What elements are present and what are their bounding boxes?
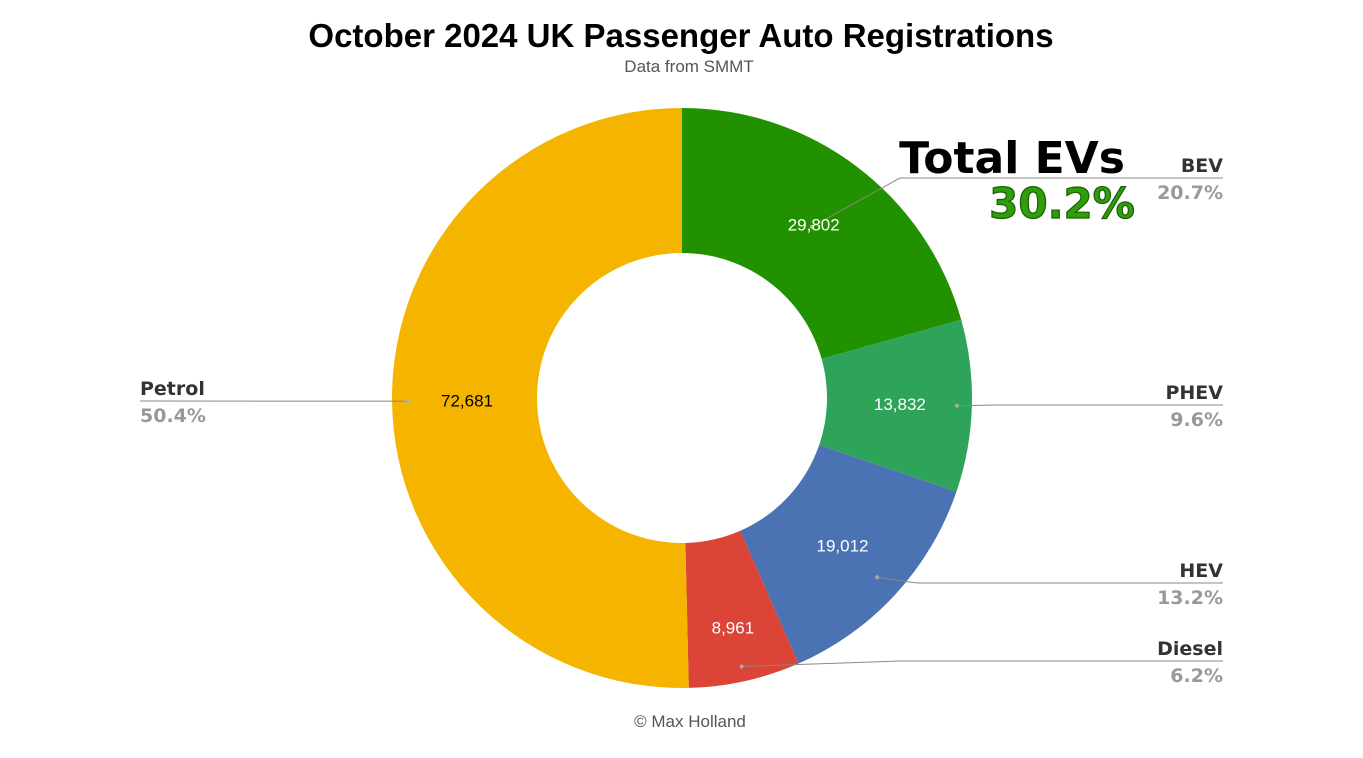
value-label-phev: 13,832 — [874, 395, 926, 414]
leader-dot-petrol — [405, 399, 409, 404]
slice-diesel — [685, 530, 799, 688]
chart-footer: © Max Holland — [634, 712, 746, 731]
donut-slices — [391, 108, 973, 688]
chart-subtitle: Data from SMMT — [624, 57, 753, 76]
total-evs-title: Total EVs — [899, 133, 1125, 184]
leader-line-bev — [811, 177, 1223, 228]
chart-title: October 2024 UK Passenger Auto Registrat… — [308, 17, 1053, 54]
leader-dot-phev — [954, 403, 959, 408]
leader-lines — [139, 177, 1223, 669]
value-label-petrol: 72,681 — [441, 392, 493, 411]
slice-petrol — [391, 108, 689, 688]
percent-label-hev: 13.2% — [1157, 587, 1223, 609]
leader-line-diesel — [741, 660, 1223, 667]
value-labels: 29,802 13,832 19,012 8,961 72,681 — [441, 215, 926, 637]
leader-line-hev — [877, 576, 1223, 584]
total-evs-value: 30.2% — [989, 179, 1135, 228]
slice-hev — [740, 444, 957, 664]
category-labels: BEV 20.7% PHEV 9.6% HEV 13.2% Diesel 6.2% Petrol… — [140, 155, 1223, 687]
category-label-phev: PHEV — [1165, 382, 1223, 404]
leader-line-phev — [956, 404, 1223, 407]
value-label-bev: 29,802 — [788, 215, 840, 234]
category-label-diesel: Diesel — [1157, 638, 1223, 660]
category-label-bev: BEV — [1181, 155, 1223, 177]
leader-dot-bev — [809, 224, 814, 229]
slice-bev — [682, 108, 962, 359]
value-label-diesel: 8,961 — [712, 618, 755, 637]
leader-dot-diesel — [739, 664, 744, 669]
percent-label-phev: 9.6% — [1170, 409, 1223, 431]
category-label-petrol: Petrol — [140, 378, 205, 400]
percent-label-petrol: 50.4% — [140, 405, 206, 427]
percent-label-diesel: 6.2% — [1170, 665, 1223, 687]
slice-phev — [819, 319, 973, 492]
leader-dot-hev — [875, 575, 880, 580]
percent-label-bev: 20.7% — [1157, 182, 1223, 204]
total-evs-annotation: Total EVs 30.2% — [899, 133, 1135, 229]
category-label-hev: HEV — [1179, 560, 1223, 582]
value-label-hev: 19,012 — [817, 537, 869, 556]
